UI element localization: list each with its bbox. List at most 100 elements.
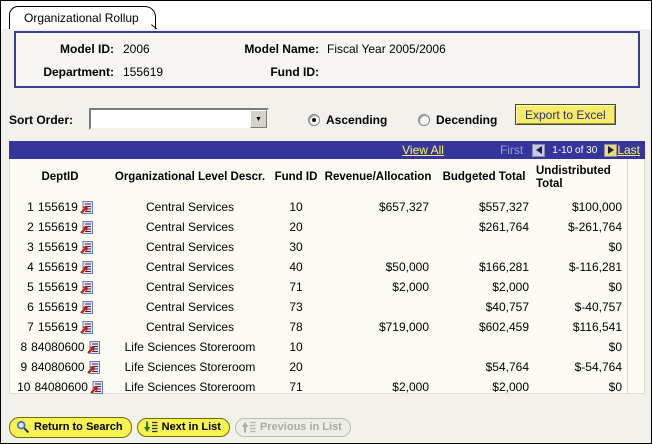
undistributed-cell: $-261,764	[567, 220, 622, 234]
budgeted-cell: $2,000	[492, 380, 529, 394]
model-name-value: Fiscal Year 2005/2006	[327, 42, 446, 56]
dept-id-value: 155619	[37, 300, 78, 314]
row-number: 10	[17, 380, 31, 394]
budgeted-cell: $166,281	[478, 260, 529, 274]
previous-in-list-label: Previous in List	[259, 421, 342, 433]
tab-strip: Organizational Rollup	[1, 1, 651, 29]
undistributed-cell: $116,541	[572, 320, 622, 334]
next-in-list-icon	[143, 421, 158, 433]
undistributed-cell: $-116,281	[568, 260, 622, 274]
next-in-list-button[interactable]: Next in List	[136, 418, 230, 437]
undistributed-cell: $0	[608, 380, 622, 394]
undistributed-cell: $0	[608, 280, 622, 294]
row-number: 3	[27, 240, 34, 254]
grid-main: DeptID Organizational Level Descr. Fund …	[10, 159, 628, 394]
next-in-list-label: Next in List	[161, 421, 221, 433]
row-number: 5	[27, 280, 34, 294]
radio-descending[interactable]: Decending	[418, 113, 497, 127]
ascending-label: Ascending	[326, 113, 388, 127]
first-link: First	[499, 143, 524, 157]
col-header-deptid: DeptID	[41, 171, 79, 184]
row-number: 8	[20, 340, 28, 354]
sort-order-value[interactable]	[91, 110, 250, 128]
revenue-cell: $657,327	[378, 200, 429, 214]
model-id-label: Model ID:	[60, 42, 114, 56]
undistributed-cell: $0	[608, 340, 622, 354]
drilldown-icon[interactable]	[80, 300, 93, 314]
fund-id-cell: 78	[289, 320, 303, 334]
row-number: 2	[27, 220, 34, 234]
fund-id-label: Fund ID:	[270, 65, 319, 79]
org-level-cell: Central Services	[145, 200, 235, 214]
dept-cell: 4 155619	[10, 257, 110, 277]
sort-order-select[interactable]: ▼	[89, 108, 269, 130]
col-header-budgeted: Budgeted Total	[442, 171, 526, 184]
previous-in-list-button: Previous in List	[234, 418, 351, 437]
undistributed-cell: $100,000	[571, 200, 622, 214]
dept-id-value: 155619	[37, 240, 78, 254]
ascending-radio-icon[interactable]	[308, 114, 320, 126]
dropdown-arrow-icon[interactable]: ▼	[250, 110, 267, 128]
drilldown-icon[interactable]	[90, 380, 103, 394]
org-level-cell: Central Services	[145, 260, 235, 274]
org-level-cell: Central Services	[145, 320, 235, 334]
table-header-row: DeptID Organizational Level Descr. Fund …	[10, 159, 627, 197]
drilldown-icon[interactable]	[80, 320, 93, 334]
previous-page-icon	[532, 143, 546, 157]
page-content: Model ID: 2006 Model Name: Fiscal Year 2…	[1, 29, 651, 443]
org-level-cell: Life Sciences Storeroom	[124, 360, 256, 374]
dept-id-value: 84080600	[31, 340, 85, 354]
col-header-fund-id: Fund ID	[274, 171, 318, 184]
fund-id-cell: 30	[289, 240, 303, 254]
dept-cell: 3 155619	[10, 237, 110, 257]
dept-id-value: 155619	[37, 260, 78, 274]
revenue-cell	[322, 217, 434, 237]
drilldown-icon[interactable]	[86, 360, 100, 374]
revenue-cell: $2,000	[392, 380, 429, 394]
fund-id-cell: 10	[289, 340, 303, 354]
export-to-excel-button[interactable]: Export to Excel	[515, 104, 616, 125]
budgeted-cell: $40,757	[485, 300, 529, 314]
dept-id-value: 84080600	[34, 380, 88, 394]
org-level-cell: Central Services	[145, 280, 235, 294]
model-name-label: Model Name:	[244, 42, 319, 56]
dept-id-value: 84080600	[31, 360, 85, 374]
drilldown-icon[interactable]	[80, 240, 93, 254]
revenue-cell: $719,000	[378, 320, 429, 334]
tab-label: Organizational Rollup	[24, 11, 139, 25]
drilldown-icon[interactable]	[80, 280, 93, 294]
last-link[interactable]: Last	[617, 143, 640, 157]
budgeted-cell: $2,000	[492, 280, 529, 294]
drilldown-icon[interactable]	[80, 200, 93, 214]
search-icon	[16, 420, 30, 434]
drilldown-icon[interactable]	[80, 220, 93, 234]
revenue-cell	[322, 237, 434, 257]
descending-radio-icon[interactable]	[418, 114, 430, 126]
table-row: 3 155619	[10, 237, 627, 257]
tab-organizational-rollup[interactable]: Organizational Rollup	[9, 6, 156, 29]
grid-navbar: View All First 1-10 of 30 Last	[9, 141, 645, 159]
view-all-link[interactable]: View All	[402, 143, 444, 157]
revenue-cell: $2,000	[392, 280, 429, 294]
drilldown-icon[interactable]	[80, 260, 93, 274]
next-page-icon[interactable]	[604, 143, 618, 157]
rollup-table: DeptID Organizational Level Descr. Fund …	[10, 159, 627, 397]
revenue-cell	[322, 297, 434, 317]
row-range-label: 1-10 of 30	[552, 144, 598, 156]
previous-in-list-icon	[241, 421, 256, 433]
row-number: 7	[27, 320, 34, 334]
radio-ascending[interactable]: Ascending	[308, 113, 387, 127]
row-number: 4	[27, 260, 34, 274]
drilldown-icon[interactable]	[86, 340, 100, 354]
dept-cell: 2 155619	[10, 217, 110, 237]
revenue-cell	[322, 337, 434, 357]
org-level-cell: Life Sciences Storeroom	[124, 340, 256, 354]
department-label: Department:	[43, 65, 114, 79]
revenue-cell	[322, 357, 434, 377]
return-to-search-button[interactable]: Return to Search	[9, 417, 132, 438]
dept-cell: 5 155619	[10, 277, 110, 297]
budgeted-cell: $557,327	[478, 200, 529, 214]
row-number: 1	[27, 200, 34, 214]
fund-id-cell: 20	[289, 220, 303, 234]
